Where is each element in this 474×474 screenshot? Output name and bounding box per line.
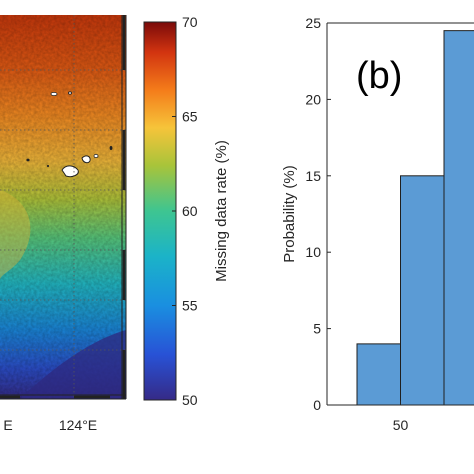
islands xyxy=(26,91,113,178)
map-xtick-label-1-text: 124°E xyxy=(59,417,97,433)
map-xtick-label-0: E xyxy=(3,417,12,433)
histogram-bars xyxy=(356,30,474,406)
histogram-bar-0 xyxy=(356,343,401,406)
colorbar-label: Missing data rate (%) xyxy=(213,140,230,282)
panel-b-histogram: 0 5 10 15 20 25 50 Probability (%) (b) xyxy=(281,15,474,433)
histogram-bar-1 xyxy=(400,175,445,406)
hist-y-tick-label-1: 5 xyxy=(313,321,321,337)
map-dark-corner xyxy=(20,330,126,399)
hist-x-ticks: 50 xyxy=(393,401,409,433)
hist-y-ticks: 0 5 10 15 20 25 xyxy=(305,15,331,413)
colorbar-tick-label-1: 55 xyxy=(182,298,198,314)
hist-y-tick-label-0: 0 xyxy=(313,397,321,413)
hist-y-tick-label-2: 10 xyxy=(305,244,321,260)
hist-y-tick-label-4: 20 xyxy=(305,91,321,107)
map-xtick-label-1: 124°E xyxy=(59,417,97,433)
colorbar-tick-label-4: 70 xyxy=(182,14,198,30)
panel-a-map: E 124°E xyxy=(0,15,127,433)
colorbar-gradient xyxy=(143,21,177,401)
histogram-bar-2 xyxy=(443,30,474,406)
map-texture xyxy=(0,15,126,399)
graticule xyxy=(0,15,126,399)
colorbar-tick-label-2: 60 xyxy=(182,203,198,219)
colorbar-tick-label-0: 50 xyxy=(182,392,198,408)
map-warm-tongue xyxy=(0,190,31,280)
hist-y-tick-label-5: 25 xyxy=(305,15,321,31)
hist-y-axis-title: Probability (%) xyxy=(281,165,298,263)
colorbar: 50 55 60 65 70 Missing data rate (%) xyxy=(143,14,230,408)
colorbar-tick-label-3: 65 xyxy=(182,109,198,125)
panel-label-b: (b) xyxy=(356,55,402,97)
hist-x-tick-label-0: 50 xyxy=(393,417,409,433)
map-frame-ticks xyxy=(0,15,126,399)
hist-y-tick-label-3: 15 xyxy=(305,168,321,184)
colorbar-ticks: 50 55 60 65 70 xyxy=(172,14,198,408)
